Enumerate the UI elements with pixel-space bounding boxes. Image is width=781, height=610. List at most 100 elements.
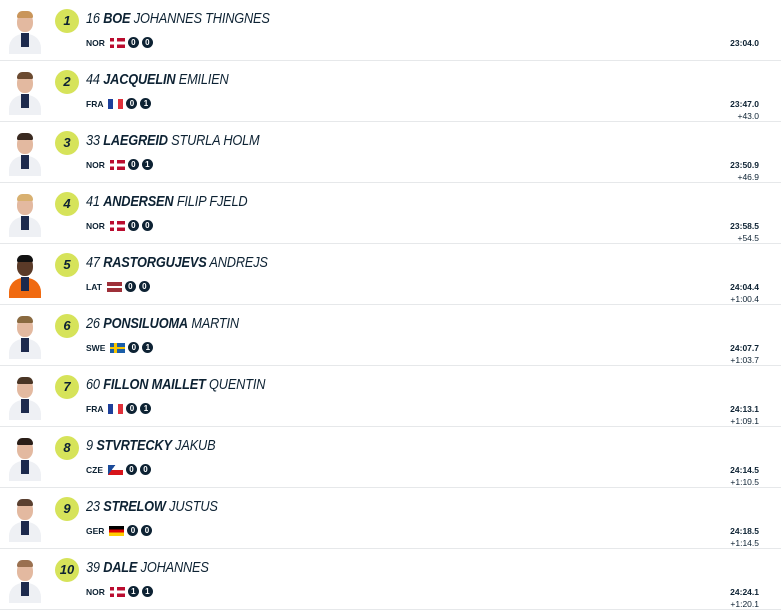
- athlete-photo: [8, 8, 42, 54]
- finish-time: 23:04.0: [730, 38, 759, 48]
- result-row[interactable]: 8 9 STVRTECKY JAKUB CZE 0 0 24:14.5 +1:1…: [0, 427, 781, 488]
- photo-hair: [17, 72, 33, 79]
- rank-badge: 1: [55, 9, 79, 33]
- nation-code: FRA: [86, 98, 104, 109]
- shooting-misses: 0: [126, 98, 138, 109]
- last-name: STRELOW: [103, 499, 166, 515]
- photo-hair: [17, 133, 33, 140]
- photo-hair: [17, 377, 33, 384]
- last-name: JACQUELIN: [103, 72, 176, 88]
- photo-hair: [17, 316, 33, 323]
- athlete-name[interactable]: 33 LAEGREID STURLA HOLM: [86, 133, 260, 149]
- shooting-misses: 1: [140, 98, 152, 109]
- athlete-photo: [8, 69, 42, 115]
- athlete-photo: [8, 130, 42, 176]
- photo-hair: [17, 499, 33, 506]
- result-row[interactable]: 1 16 BOE JOHANNES THINGNES NOR 0 0 23:04…: [0, 0, 781, 61]
- nation-code: NOR: [86, 159, 105, 170]
- photo-collar: [21, 33, 29, 47]
- photo-collar: [21, 216, 29, 230]
- last-name: RASTORGUJEVS: [103, 255, 207, 271]
- photo-collar: [21, 338, 29, 352]
- rank-badge: 6: [55, 314, 79, 338]
- athlete-name[interactable]: 39 DALE JOHANNES: [86, 560, 209, 576]
- norway-flag-icon: [109, 220, 125, 231]
- first-name: MARTIN: [191, 316, 239, 332]
- photo-collar: [21, 155, 29, 169]
- rank-badge: 2: [55, 70, 79, 94]
- photo-collar: [21, 582, 29, 596]
- nation-code: NOR: [86, 586, 105, 597]
- athlete-meta: GER 0 0: [86, 525, 153, 536]
- shooting-misses: 0: [127, 37, 139, 48]
- result-row[interactable]: 3 33 LAEGREID STURLA HOLM NOR 0 1 23:50.…: [0, 122, 781, 183]
- first-name: QUENTIN: [209, 377, 266, 393]
- shooting-misses: 1: [141, 159, 153, 170]
- athlete-name[interactable]: 60 FILLON MAILLET QUENTIN: [86, 377, 265, 393]
- first-name: ANDREJS: [209, 255, 268, 271]
- rank-badge: 8: [55, 436, 79, 460]
- first-name: JOHANNES: [140, 560, 209, 576]
- athlete-name[interactable]: 41 ANDERSEN FILIP FJELD: [86, 194, 248, 210]
- nation-code: GER: [86, 525, 105, 536]
- athlete-photo: [8, 191, 42, 237]
- nation-code: CZE: [86, 464, 103, 475]
- athlete-name[interactable]: 47 RASTORGUJEVS ANDREJS: [86, 255, 268, 271]
- result-row[interactable]: 2 44 JACQUELIN EMILIEN FRA 0 1 23:47.0 +…: [0, 61, 781, 122]
- photo-hair: [17, 11, 33, 18]
- shooting-misses: 1: [141, 586, 153, 597]
- finish-time: 24:14.5: [730, 465, 759, 475]
- bib-number: 9: [86, 438, 93, 454]
- athlete-meta: FRA 0 1: [86, 98, 152, 109]
- bib-number: 26: [86, 316, 100, 332]
- result-row[interactable]: 10 39 DALE JOHANNES NOR 1 1 24:24.1 +1:2…: [0, 549, 781, 610]
- time-behind: +1:14.5: [730, 538, 759, 548]
- first-name: STURLA HOLM: [171, 133, 260, 149]
- first-name: FILIP FJELD: [176, 194, 248, 210]
- bib-number: 41: [86, 194, 100, 210]
- athlete-photo: [8, 374, 42, 420]
- athlete-meta: NOR 1 1: [86, 586, 153, 597]
- athlete-photo: [8, 557, 42, 603]
- shooting-misses: 0: [127, 159, 139, 170]
- result-row[interactable]: 4 41 ANDERSEN FILIP FJELD NOR 0 0 23:58.…: [0, 183, 781, 244]
- athlete-photo: [8, 435, 42, 481]
- nation-code: FRA: [86, 403, 104, 414]
- result-row[interactable]: 6 26 PONSILUOMA MARTIN SWE 0 1 24:07.7 +…: [0, 305, 781, 366]
- result-row[interactable]: 7 60 FILLON MAILLET QUENTIN FRA 0 1 24:1…: [0, 366, 781, 427]
- time-behind: +1:09.1: [730, 416, 759, 426]
- bib-number: 33: [86, 133, 100, 149]
- norway-flag-icon: [109, 37, 125, 48]
- athlete-photo: [8, 252, 42, 298]
- rank-badge: 7: [55, 375, 79, 399]
- shooting-misses: 1: [127, 586, 139, 597]
- finish-time: 24:24.1: [730, 587, 759, 597]
- last-name: BOE: [103, 11, 131, 27]
- photo-collar: [21, 521, 29, 535]
- athlete-name[interactable]: 16 BOE JOHANNES THINGNES: [86, 11, 270, 27]
- shooting-misses: 0: [126, 403, 138, 414]
- first-name: JAKUB: [175, 438, 216, 454]
- result-row[interactable]: 9 23 STRELOW JUSTUS GER 0 0 24:18.5 +1:1…: [0, 488, 781, 549]
- finish-time: 23:47.0: [730, 99, 759, 109]
- finish-time: 23:58.5: [730, 221, 759, 231]
- athlete-name[interactable]: 23 STRELOW JUSTUS: [86, 499, 218, 515]
- result-row[interactable]: 5 47 RASTORGUJEVS ANDREJS LAT 0 0 24:04.…: [0, 244, 781, 305]
- athlete-name[interactable]: 9 STVRTECKY JAKUB: [86, 438, 216, 454]
- rank-badge: 10: [55, 558, 79, 582]
- rank-badge: 4: [55, 192, 79, 216]
- shooting-misses: 0: [138, 281, 150, 292]
- photo-hair: [17, 255, 33, 262]
- time-behind: +1:10.5: [730, 477, 759, 487]
- athlete-name[interactable]: 44 JACQUELIN EMILIEN: [86, 72, 229, 88]
- france-flag-icon: [108, 98, 124, 109]
- athlete-name[interactable]: 26 PONSILUOMA MARTIN: [86, 316, 239, 332]
- photo-hair: [17, 194, 33, 201]
- photo-hair: [17, 438, 33, 445]
- last-name: ANDERSEN: [103, 194, 174, 210]
- bib-number: 47: [86, 255, 100, 271]
- photo-collar: [21, 460, 29, 474]
- athlete-meta: CZE 0 0: [86, 464, 151, 475]
- rank-badge: 9: [55, 497, 79, 521]
- finish-time: 24:07.7: [730, 343, 759, 353]
